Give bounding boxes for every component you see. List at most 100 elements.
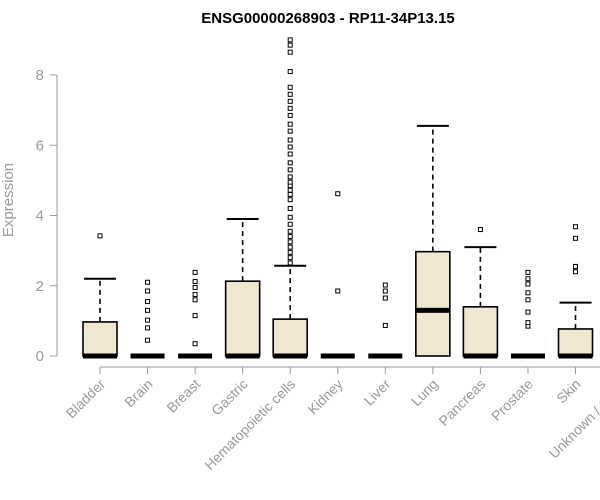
- box-gastric: [224, 218, 261, 359]
- outlier-point: [287, 205, 293, 211]
- y-tick-label: 0: [36, 348, 44, 365]
- outlier-point: [287, 260, 293, 266]
- x-tick-label: Brain: [121, 376, 155, 410]
- box-brain: [130, 279, 165, 359]
- outlier-point: [382, 322, 388, 328]
- outlier-point: [287, 49, 293, 55]
- outlier-point: [525, 297, 531, 303]
- outlier-point: [287, 42, 293, 48]
- outlier-point: [145, 307, 151, 313]
- outlier-point: [382, 282, 388, 288]
- outlier-point: [525, 269, 531, 275]
- x-tick-label: Liver: [361, 376, 394, 409]
- box-prostate: [510, 269, 545, 359]
- x-tick-label: Skin: [553, 376, 584, 407]
- outlier-point: [525, 281, 531, 287]
- outlier-point: [335, 191, 341, 197]
- x-tick-label: Hematopoietic cells: [201, 376, 298, 473]
- outlier-point: [97, 233, 103, 239]
- box-liver: [368, 282, 403, 359]
- outlier-point: [287, 91, 293, 97]
- x-tick-label: Breast: [163, 376, 203, 416]
- box-breast: [178, 269, 213, 359]
- outlier-point: [287, 105, 293, 111]
- outlier-point: [145, 288, 151, 294]
- y-tick-label: 2: [36, 278, 44, 295]
- y-tick-label: 6: [36, 137, 44, 154]
- chart-title: ENSG00000268903 - RP11-34P13.15: [201, 10, 455, 27]
- y-tick-label: 4: [36, 208, 44, 225]
- y-axis-label: Expression: [0, 163, 17, 237]
- outlier-point: [287, 197, 293, 203]
- box-body: [272, 318, 309, 357]
- outlier-point: [287, 234, 293, 240]
- outlier-point: [287, 174, 293, 180]
- outlier-point: [287, 191, 293, 197]
- outlier-point: [287, 37, 293, 43]
- outlier-point: [192, 269, 198, 275]
- box-skin: [557, 224, 594, 359]
- outlier-point: [382, 295, 388, 301]
- x-tick-label: Bladder: [63, 376, 109, 422]
- outlier-point: [192, 297, 198, 303]
- x-tick-label: Lung: [408, 376, 441, 409]
- outlier-point: [287, 228, 293, 234]
- outlier-point: [287, 179, 293, 185]
- box-kidney: [320, 191, 355, 359]
- outlier-point: [287, 255, 293, 261]
- median-line: [225, 353, 260, 359]
- box-body: [224, 280, 261, 357]
- outlier-point: [477, 227, 483, 233]
- box-body: [462, 306, 499, 357]
- box-body: [557, 328, 594, 357]
- y-tick-label: 8: [36, 67, 44, 84]
- outlier-point: [287, 128, 293, 134]
- outlier-point: [287, 68, 293, 74]
- x-tick-label: Prostate: [488, 376, 536, 424]
- outlier-point: [192, 279, 198, 285]
- outlier-point: [573, 269, 578, 275]
- outlier-point: [382, 288, 388, 294]
- outlier-point: [287, 160, 293, 166]
- median-line: [368, 353, 403, 359]
- outlier-point: [287, 239, 293, 245]
- outlier-point: [145, 317, 151, 323]
- box-bladder: [82, 233, 118, 359]
- outlier-point: [573, 224, 578, 230]
- median-line: [558, 353, 593, 359]
- outlier-point: [287, 98, 293, 104]
- outlier-point: [525, 290, 531, 296]
- outlier-point: [192, 313, 198, 319]
- box-body: [82, 321, 118, 357]
- outlier-point: [287, 112, 293, 118]
- outlier-point: [573, 235, 578, 241]
- outlier-point: [525, 320, 531, 326]
- median-line: [273, 353, 308, 359]
- outlier-point: [287, 167, 293, 173]
- outlier-point: [287, 84, 293, 90]
- median-line: [320, 353, 355, 359]
- outlier-point: [525, 276, 531, 282]
- box-hematopoietic-cells: [272, 37, 309, 359]
- outlier-point: [145, 337, 151, 343]
- outlier-point: [287, 214, 293, 220]
- outlier-point: [287, 151, 293, 157]
- x-tick-label: Gastric: [208, 376, 251, 419]
- x-tick-label: Kidney: [304, 376, 346, 418]
- outlier-point: [287, 187, 293, 193]
- y-axis: 0 2 4 6 8: [36, 67, 58, 365]
- median-line: [415, 307, 450, 313]
- x-tick-label: Pancreas: [435, 376, 488, 429]
- outlier-point: [287, 221, 293, 227]
- median-line: [178, 353, 213, 359]
- median-line: [83, 353, 117, 359]
- outlier-point: [287, 249, 293, 255]
- outlier-point: [145, 299, 151, 305]
- outlier-point: [287, 144, 293, 150]
- outlier-point: [192, 292, 198, 298]
- median-line: [130, 353, 165, 359]
- outlier-point: [287, 244, 293, 250]
- outlier-point: [287, 121, 293, 127]
